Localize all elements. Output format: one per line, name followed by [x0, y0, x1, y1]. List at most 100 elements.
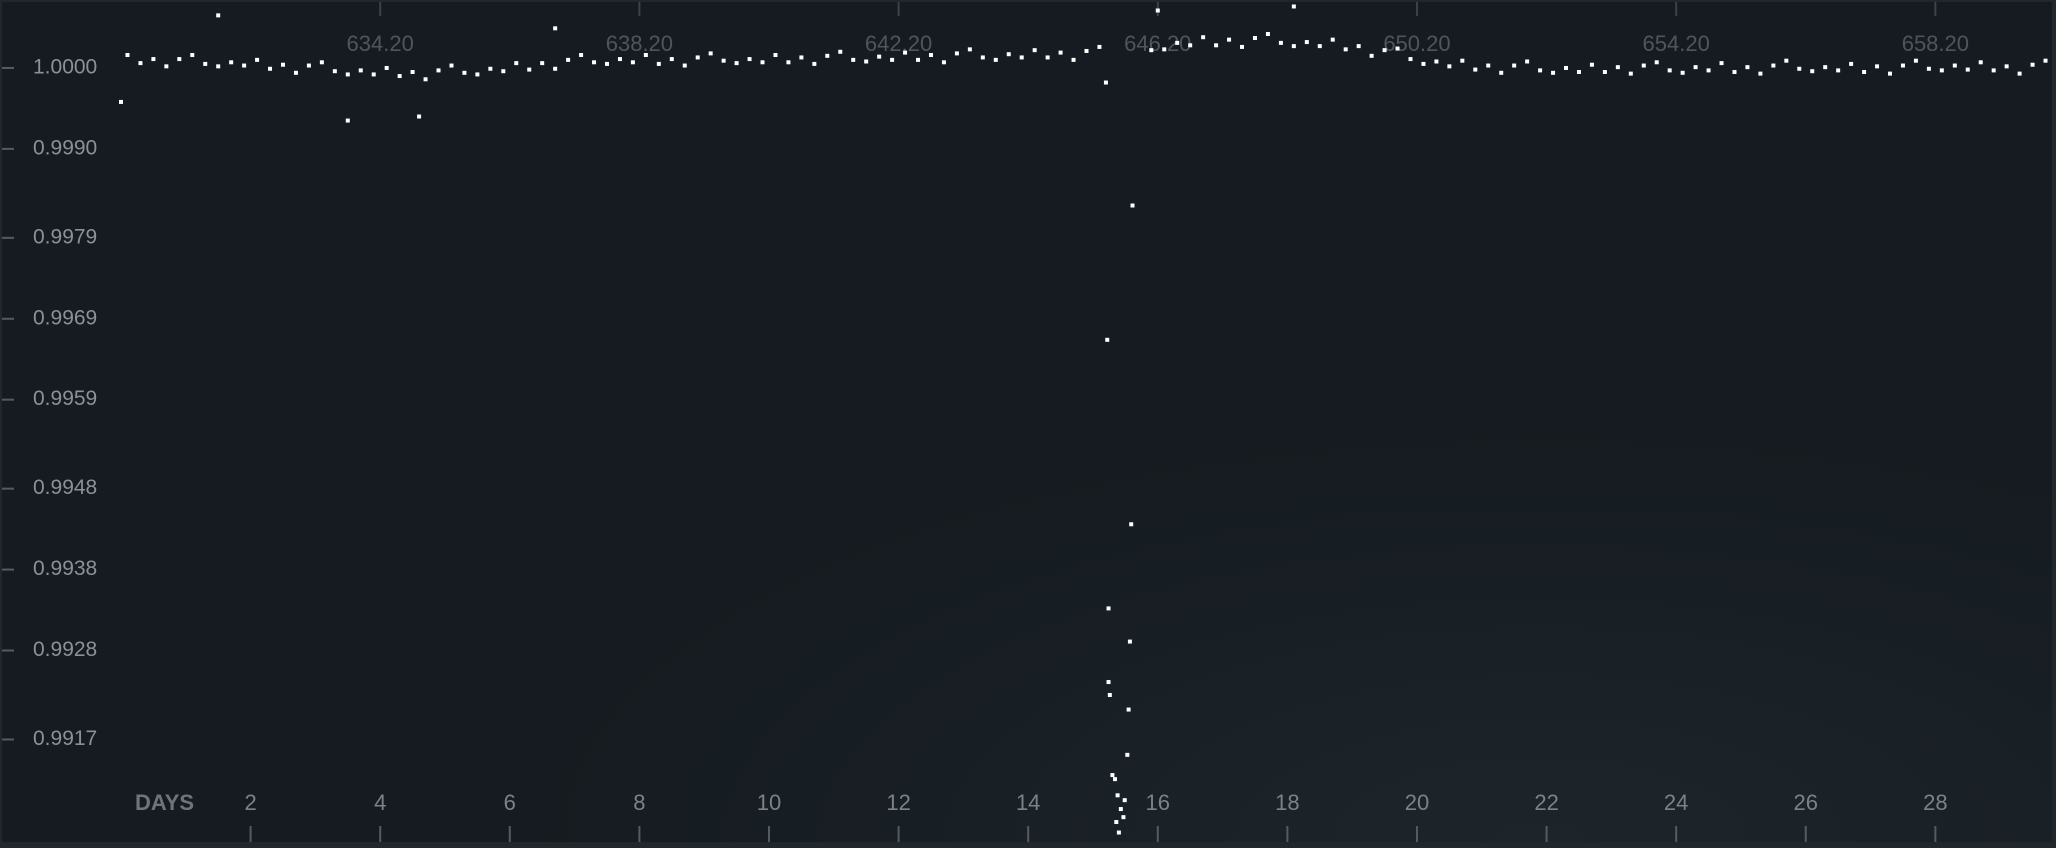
data-point — [916, 57, 921, 62]
data-point — [1126, 707, 1131, 712]
data-point — [190, 53, 195, 58]
data-point — [1486, 63, 1491, 68]
data-point — [1105, 337, 1110, 342]
data-point — [1421, 61, 1426, 66]
data-point — [1706, 68, 1711, 73]
x2-tick-label: 658.20 — [1902, 31, 1969, 56]
data-point — [1551, 70, 1556, 75]
x-tick-label: 16 — [1146, 790, 1170, 815]
data-point — [417, 114, 422, 119]
data-point — [1175, 40, 1180, 45]
data-point — [1214, 43, 1219, 48]
data-point — [177, 57, 182, 62]
data-point — [216, 64, 221, 69]
y-tick-label: 0.9928 — [33, 638, 97, 661]
data-point — [825, 53, 830, 58]
data-point — [1103, 80, 1108, 85]
y-tick-label: 0.9979 — [33, 225, 97, 248]
data-point — [1114, 820, 1119, 825]
data-point — [1641, 63, 1646, 68]
data-point — [1304, 40, 1309, 45]
data-point — [462, 70, 467, 75]
x-axis-label: DAYS — [135, 790, 194, 815]
data-point — [993, 57, 998, 62]
data-point — [255, 57, 260, 62]
data-point — [1130, 203, 1135, 208]
data-point — [293, 70, 298, 75]
data-point — [592, 60, 597, 65]
data-point — [630, 60, 635, 65]
data-point — [967, 47, 972, 52]
data-point — [488, 66, 493, 71]
x-tick-label: 22 — [1534, 790, 1558, 815]
data-point — [268, 66, 273, 71]
data-point — [1862, 70, 1867, 75]
data-point — [1201, 35, 1206, 40]
data-point — [1155, 8, 1160, 13]
data-point — [280, 62, 285, 67]
data-point — [1732, 70, 1737, 75]
data-point — [1784, 58, 1789, 63]
data-point — [890, 57, 895, 62]
data-point — [1115, 793, 1120, 798]
data-point — [877, 54, 882, 59]
data-point — [553, 26, 558, 31]
data-point — [1118, 807, 1123, 812]
data-point — [1071, 57, 1076, 62]
data-point — [2004, 64, 2009, 69]
data-point — [1628, 71, 1633, 76]
x-tick-label: 14 — [1016, 790, 1040, 815]
data-point — [410, 70, 415, 75]
data-point — [371, 72, 376, 77]
data-point — [799, 55, 804, 60]
data-point — [1291, 4, 1296, 9]
data-point — [1849, 61, 1854, 66]
data-point — [1252, 36, 1257, 41]
data-point — [786, 60, 791, 65]
data-point — [1019, 55, 1024, 60]
data-point — [734, 61, 739, 66]
data-point — [1460, 58, 1465, 63]
data-point — [1110, 773, 1115, 778]
data-point — [1525, 59, 1530, 64]
x-tick-label: 4 — [374, 790, 386, 815]
data-point — [553, 66, 558, 71]
data-point — [1499, 70, 1504, 75]
data-point — [216, 13, 221, 18]
data-point — [1512, 63, 1517, 68]
data-point — [1978, 60, 1983, 65]
data-point — [119, 99, 123, 104]
data-point — [1810, 69, 1815, 74]
data-point — [1395, 46, 1400, 51]
data-point — [1758, 71, 1763, 76]
data-point — [1240, 44, 1245, 49]
data-point — [566, 57, 571, 62]
data-point — [2017, 71, 2022, 76]
data-point — [1343, 47, 1348, 52]
data-point — [760, 60, 765, 65]
y-tick-label: 1.0000 — [33, 56, 97, 79]
x-tick-label: 12 — [886, 790, 910, 815]
data-point — [1939, 68, 1944, 73]
data-point — [903, 50, 908, 55]
data-point — [319, 60, 324, 65]
data-point — [1356, 44, 1361, 49]
data-point — [928, 53, 933, 58]
data-point — [1330, 37, 1335, 42]
data-point — [1097, 44, 1102, 49]
data-point — [1615, 65, 1620, 70]
data-point — [2043, 58, 2048, 63]
data-point — [669, 57, 674, 62]
data-point — [1797, 66, 1802, 71]
data-point — [1107, 692, 1112, 697]
data-point — [1576, 70, 1581, 75]
data-point — [1875, 64, 1880, 69]
data-point — [345, 118, 350, 123]
data-point — [1538, 68, 1543, 73]
data-point — [125, 53, 130, 58]
data-point — [1162, 47, 1167, 52]
data-point — [1434, 59, 1439, 64]
data-point — [1084, 48, 1089, 53]
y-tick-label: 0.9938 — [33, 557, 97, 580]
data-point — [397, 74, 402, 79]
